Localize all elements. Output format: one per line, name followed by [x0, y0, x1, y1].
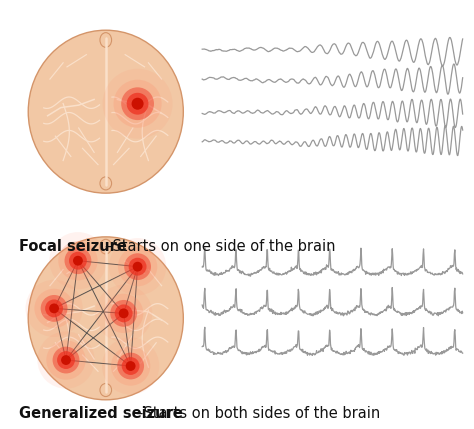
Ellipse shape — [132, 98, 144, 110]
Ellipse shape — [127, 93, 148, 115]
Ellipse shape — [111, 346, 150, 386]
Ellipse shape — [49, 303, 59, 313]
Text: –Starts on one side of the brain: –Starts on one side of the brain — [105, 239, 335, 254]
Ellipse shape — [128, 258, 146, 275]
Ellipse shape — [100, 177, 111, 190]
Ellipse shape — [133, 262, 143, 272]
Ellipse shape — [104, 294, 143, 333]
Ellipse shape — [35, 289, 74, 328]
Ellipse shape — [114, 80, 162, 128]
Ellipse shape — [122, 357, 139, 375]
Ellipse shape — [45, 299, 63, 317]
Ellipse shape — [49, 232, 107, 289]
Text: –Starts on both sides of the brain: –Starts on both sides of the brain — [136, 406, 380, 421]
Ellipse shape — [126, 361, 136, 371]
Ellipse shape — [102, 69, 173, 139]
Ellipse shape — [117, 353, 144, 379]
Ellipse shape — [53, 347, 80, 374]
Ellipse shape — [100, 384, 111, 396]
Ellipse shape — [69, 252, 87, 270]
Ellipse shape — [46, 340, 86, 380]
Ellipse shape — [118, 247, 157, 286]
Ellipse shape — [124, 253, 151, 280]
Ellipse shape — [58, 241, 98, 281]
Ellipse shape — [28, 237, 183, 400]
Ellipse shape — [100, 33, 111, 47]
Ellipse shape — [57, 351, 75, 369]
Ellipse shape — [26, 280, 82, 337]
Ellipse shape — [109, 238, 166, 295]
Text: Focal seizure: Focal seizure — [19, 239, 127, 254]
Ellipse shape — [102, 337, 159, 395]
Text: Generalized seizure: Generalized seizure — [19, 406, 183, 421]
Ellipse shape — [37, 332, 95, 389]
Ellipse shape — [110, 300, 137, 327]
Ellipse shape — [41, 295, 67, 322]
Ellipse shape — [64, 247, 91, 274]
Ellipse shape — [121, 88, 154, 120]
Ellipse shape — [73, 256, 83, 266]
Ellipse shape — [100, 239, 111, 254]
Ellipse shape — [28, 30, 183, 193]
Ellipse shape — [95, 285, 152, 342]
Ellipse shape — [119, 308, 128, 318]
Ellipse shape — [61, 355, 71, 365]
Ellipse shape — [115, 305, 133, 322]
